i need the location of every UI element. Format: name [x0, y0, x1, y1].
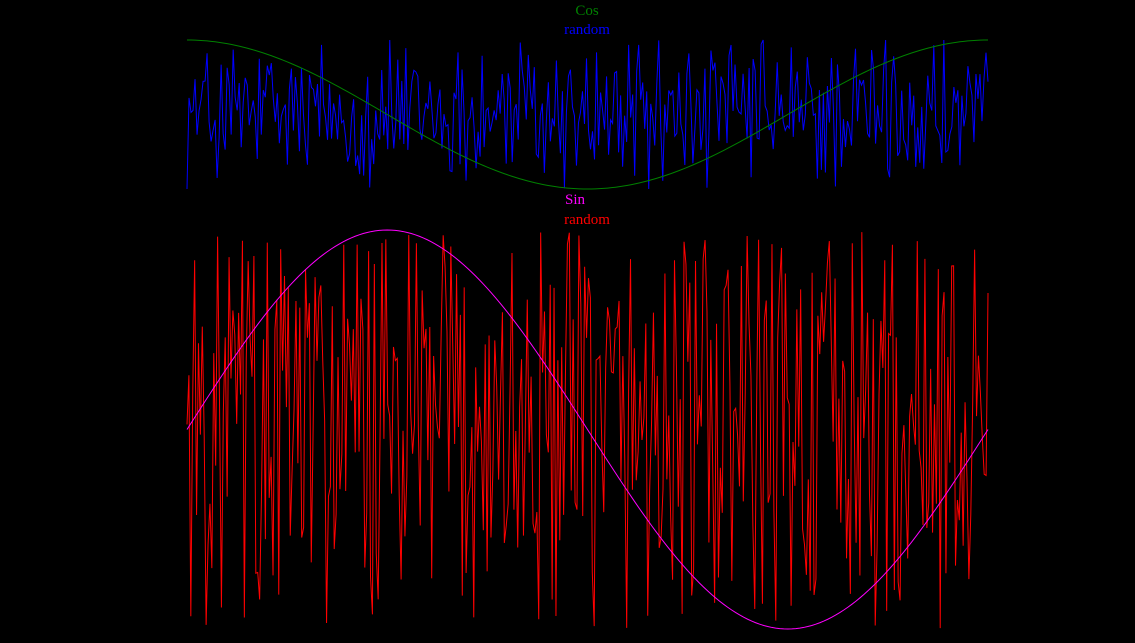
legend-entry-cos: Cos: [575, 3, 599, 19]
legend-entry-sin: Sin: [565, 192, 586, 208]
series-cos-line: [186, 39, 989, 190]
chart-bottom: Sin random: [186, 192, 989, 630]
series-sin-line: [186, 229, 989, 630]
series-random-red-line: [186, 232, 989, 629]
legend-entry-random-blue: random: [564, 22, 610, 38]
legend-entry-random-red: random: [564, 212, 610, 228]
series-random-blue-line: [186, 39, 989, 190]
chart-top: Cos random: [186, 3, 989, 190]
